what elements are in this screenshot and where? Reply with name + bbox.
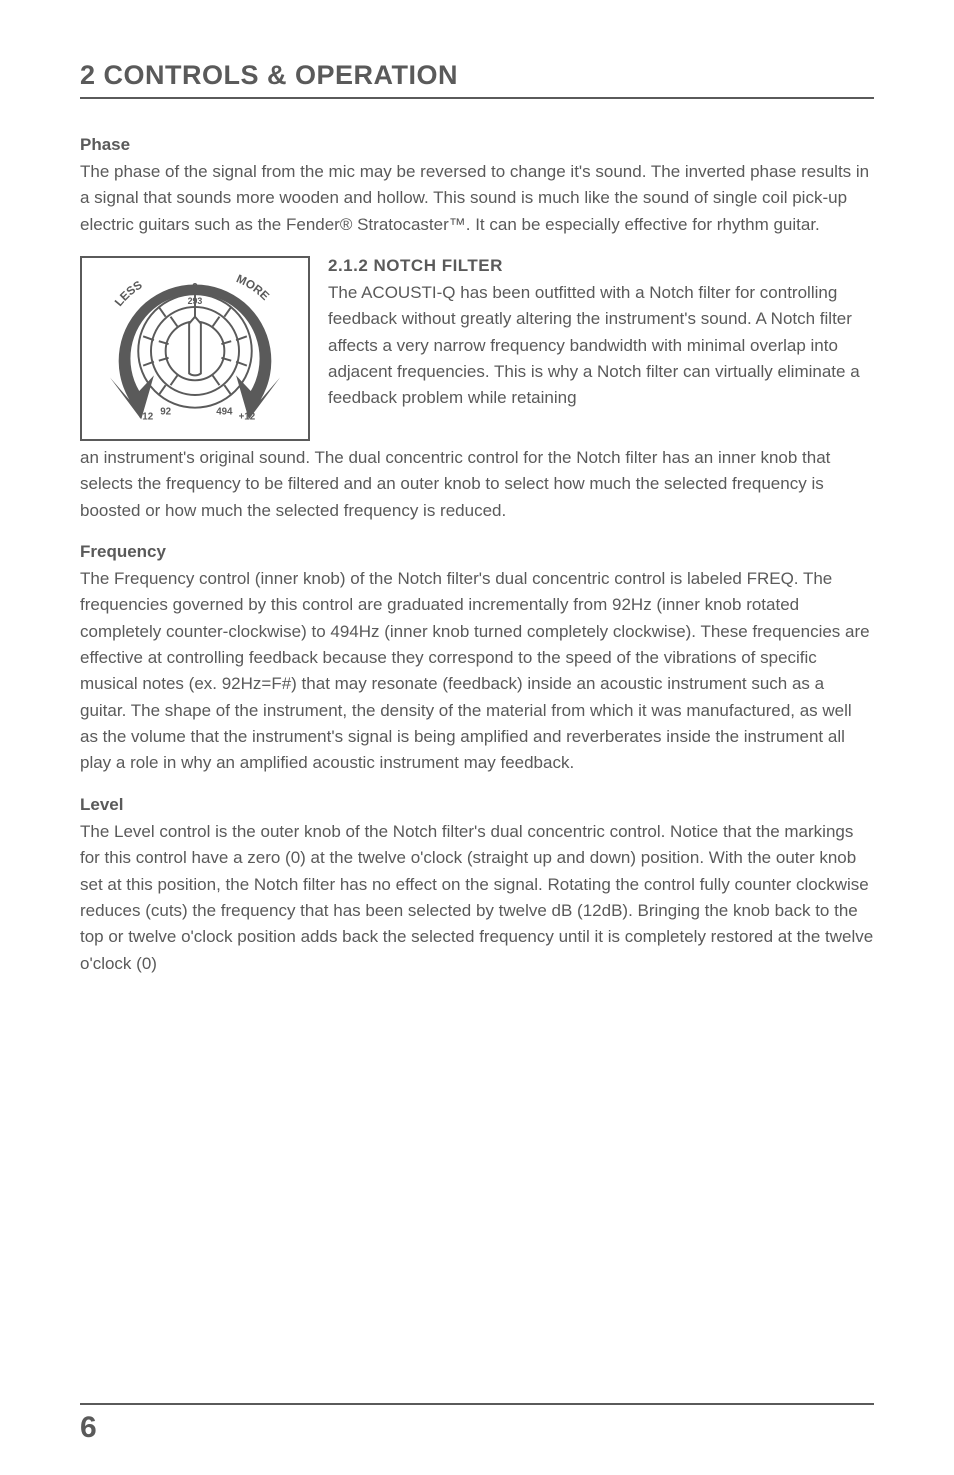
notch-heading: 2.1.2 NOTCH FILTER (328, 256, 874, 276)
notch-section: LESS MORE 0 293 -12 92 494 +12 2.1.2 NOT… (80, 256, 874, 441)
notch-text-wrap: 2.1.2 NOTCH FILTER The ACOUSTI-Q has bee… (328, 256, 874, 412)
dial-num-top-outer: 0 (192, 281, 198, 293)
dial-pointer-knob (189, 317, 201, 376)
footer-rule: 6 (80, 1403, 874, 1445)
level-body: The Level control is the outer knob of t… (80, 819, 874, 977)
frequency-body: The Frequency control (inner knob) of th… (80, 566, 874, 777)
dial-label-less: LESS (112, 278, 144, 309)
dial-label-more: MORE (234, 272, 271, 303)
phase-heading: Phase (80, 135, 874, 155)
phase-section: Phase The phase of the signal from the m… (80, 135, 874, 238)
dial-num-bl-inner: 92 (160, 407, 171, 418)
notch-dial-svg: LESS MORE 0 293 -12 92 494 +12 (82, 258, 308, 439)
dial-num-br-outer: +12 (239, 411, 256, 422)
page-number: 6 (80, 1411, 874, 1445)
level-heading: Level (80, 795, 874, 815)
dial-num-top-inner: 293 (188, 296, 203, 306)
dial-num-bl-outer: -12 (139, 411, 154, 422)
notch-body-wrap: The ACOUSTI-Q has been outfitted with a … (328, 280, 874, 412)
phase-body: The phase of the signal from the mic may… (80, 159, 874, 238)
dial-num-br-inner: 494 (216, 407, 233, 418)
notch-dial-figure: LESS MORE 0 293 -12 92 494 +12 (80, 256, 310, 441)
page: 2 CONTROLS & OPERATION Phase The phase o… (0, 0, 954, 1475)
frequency-section: Frequency The Frequency control (inner k… (80, 542, 874, 777)
notch-body-after: an instrument's original sound. The dual… (80, 445, 874, 524)
level-section: Level The Level control is the outer kno… (80, 795, 874, 977)
section-title: 2 CONTROLS & OPERATION (80, 60, 874, 99)
frequency-heading: Frequency (80, 542, 874, 562)
page-footer: 6 (80, 1403, 874, 1445)
